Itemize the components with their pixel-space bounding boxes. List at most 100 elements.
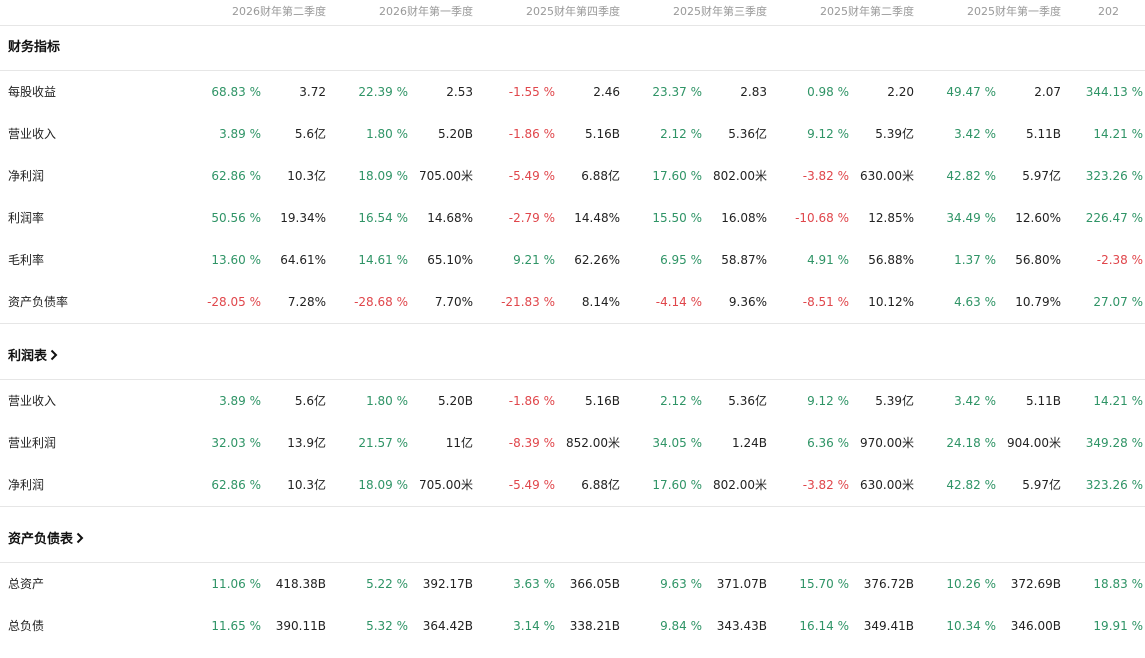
change-cell: 11.06 % [211,577,261,591]
change-cell: 24.18 % [946,436,996,450]
value-cell: 5.20B [438,394,473,408]
value-cell: 349.41B [863,619,914,633]
change-cell: 9.12 % [807,127,849,141]
change-cell: 49.47 % [946,85,996,99]
value-cell: 12.60% [1015,211,1061,225]
change-cell: 19.91 % [1093,619,1143,633]
change-cell: 14.21 % [1093,394,1143,408]
value-cell: 5.16B [585,394,620,408]
change-cell: 0.98 % [807,85,849,99]
divider [0,379,1145,380]
value-cell: 372.69B [1010,577,1061,591]
value-cell: 2.53 [446,85,473,99]
change-cell: 62.86 % [211,169,261,183]
section-title[interactable]: 资产负债表 [8,532,84,548]
change-cell: 9.63 % [660,577,702,591]
value-cell: 5.6亿 [294,127,326,141]
change-cell: 3.89 % [219,127,261,141]
change-cell: 42.82 % [946,169,996,183]
value-cell: 630.00米 [860,478,914,492]
value-cell: 371.07B [716,577,767,591]
column-header: 2025财年第三季度 [673,5,767,18]
change-cell: 16.14 % [799,619,849,633]
divider [0,506,1145,507]
value-cell: 904.00米 [1007,436,1061,450]
change-cell: -2.79 % [508,211,555,225]
row-label: 资产负债率 [8,295,69,309]
value-cell: 5.11B [1026,394,1061,408]
row-label: 净利润 [8,478,45,492]
value-cell: 2.46 [593,85,620,99]
change-cell: 349.28 % [1085,436,1143,450]
value-cell: 6.88亿 [581,169,620,183]
value-cell: 1.24B [732,436,767,450]
change-cell: 3.89 % [219,394,261,408]
value-cell: 390.11B [275,619,326,633]
value-cell: 16.08% [721,211,767,225]
value-cell: 418.38B [275,577,326,591]
value-cell: 11亿 [445,436,473,450]
change-cell: -4.14 % [655,295,702,309]
change-cell: 21.57 % [358,436,408,450]
change-cell: 32.03 % [211,436,261,450]
change-cell: -5.49 % [508,478,555,492]
change-cell: 34.49 % [946,211,996,225]
divider [0,562,1145,563]
value-cell: 2.20 [887,85,914,99]
value-cell: 630.00米 [860,169,914,183]
value-cell: 5.39亿 [875,394,914,408]
value-cell: 10.12% [868,295,914,309]
section-title: 财务指标 [8,40,61,55]
change-cell: 6.95 % [660,253,702,267]
change-cell: 323.26 % [1085,169,1143,183]
chevron [50,349,58,361]
divider [0,25,1145,26]
value-cell: 10.3亿 [287,169,326,183]
change-cell: 16.54 % [358,211,408,225]
change-cell: 2.12 % [660,394,702,408]
change-cell: 3.42 % [954,394,996,408]
change-cell: -28.05 % [207,295,261,309]
value-cell: 5.39亿 [875,127,914,141]
change-cell: 4.63 % [954,295,996,309]
value-cell: 338.21B [569,619,620,633]
change-cell: 11.65 % [211,619,261,633]
change-cell: 42.82 % [946,478,996,492]
value-cell: 5.36亿 [728,127,767,141]
value-cell: 2.07 [1034,85,1061,99]
value-cell: 62.26% [574,253,620,267]
change-cell: 18.09 % [358,478,408,492]
change-cell: 17.60 % [652,478,702,492]
change-cell: -3.82 % [802,478,849,492]
change-cell: 18.09 % [358,169,408,183]
value-cell: 14.68% [427,211,473,225]
change-cell: -3.82 % [802,169,849,183]
change-cell: -5.49 % [508,169,555,183]
section-title[interactable]: 利润表 [8,349,58,365]
change-cell: -8.39 % [508,436,555,450]
divider [0,70,1145,71]
change-cell: 22.39 % [358,85,408,99]
value-cell: 346.00B [1010,619,1061,633]
change-cell: 1.37 % [954,253,996,267]
change-cell: 5.22 % [366,577,408,591]
change-cell: 2.12 % [660,127,702,141]
value-cell: 343.43B [716,619,767,633]
row-label: 总资产 [8,577,45,591]
row-label: 营业收入 [8,127,57,141]
change-cell: 9.12 % [807,394,849,408]
value-cell: 64.61% [280,253,326,267]
change-cell: -1.55 % [508,85,555,99]
value-cell: 970.00米 [860,436,914,450]
change-cell: 6.36 % [807,436,849,450]
column-header: 2025财年第四季度 [526,5,620,18]
change-cell: 23.37 % [652,85,702,99]
value-cell: 12.85% [868,211,914,225]
value-cell: 9.36% [728,295,767,309]
change-cell: 14.21 % [1093,127,1143,141]
value-cell: 5.20B [438,127,473,141]
value-cell: 58.87% [721,253,767,267]
change-cell: 344.13 % [1085,85,1143,99]
change-cell: 14.61 % [358,253,408,267]
change-cell: -21.83 % [501,295,555,309]
